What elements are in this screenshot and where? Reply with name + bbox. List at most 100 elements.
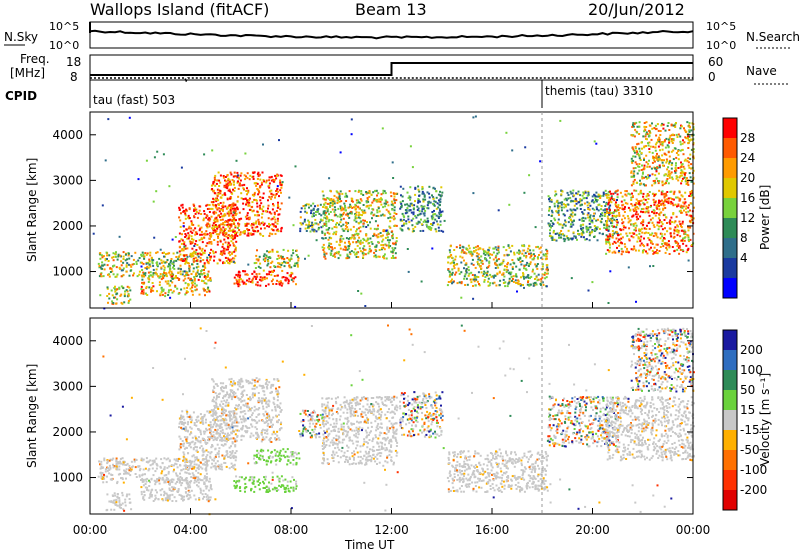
echo-cell-316 bbox=[122, 508, 125, 511]
echo-cell-1538 bbox=[269, 250, 272, 253]
echo-cell-235 bbox=[129, 269, 132, 272]
echo-cell-265 bbox=[125, 468, 128, 471]
echo-cell-3636 bbox=[651, 243, 654, 245]
echo-cell-2843 bbox=[508, 253, 510, 256]
echo-cell-1325 bbox=[239, 179, 242, 182]
echo-cell-3830 bbox=[609, 198, 612, 201]
echo-cell-3871 bbox=[675, 241, 678, 243]
echo-cell-631 bbox=[184, 210, 187, 213]
echo-cell-3412 bbox=[663, 219, 666, 221]
echo-cell-2484 bbox=[399, 218, 402, 221]
echo-cell-1949 bbox=[365, 200, 368, 203]
echo-cell-2286 bbox=[416, 205, 419, 208]
echo-cell-1097 bbox=[259, 233, 262, 236]
echo-cell-27 bbox=[103, 477, 106, 480]
echo-cell-3859 bbox=[661, 190, 664, 193]
echo-cell-247 bbox=[100, 473, 103, 476]
echo-cell-1713 bbox=[382, 244, 385, 246]
echo-cell-2893 bbox=[525, 276, 527, 279]
echo-cell-926 bbox=[274, 194, 277, 197]
echo-cell-1189 bbox=[221, 229, 224, 232]
echo-cell-1722 bbox=[375, 189, 378, 192]
echo-cell-1185 bbox=[214, 206, 217, 209]
echo-cell-2245 bbox=[382, 255, 385, 257]
echo-cell-3472 bbox=[689, 195, 692, 198]
echo-cell-4487 bbox=[193, 245, 196, 247]
echo-cell-2433 bbox=[399, 227, 402, 230]
echo-cell-1496 bbox=[259, 276, 262, 279]
echo-cell-2998 bbox=[572, 223, 575, 226]
echo-cell-2656 bbox=[494, 274, 497, 277]
echo-cell-2897 bbox=[496, 273, 499, 276]
echo-cell-4383 bbox=[497, 209, 500, 212]
echo-cell-2121 bbox=[346, 257, 349, 260]
echo-cell-3028 bbox=[575, 200, 578, 202]
echo-cell-1193 bbox=[276, 173, 279, 176]
echo-cell-2863 bbox=[489, 273, 492, 276]
echo-cell-2879 bbox=[522, 284, 524, 286]
echo-cell-4240 bbox=[638, 133, 641, 135]
echo-cell-1651 bbox=[305, 211, 308, 214]
echo-cell-3599 bbox=[614, 203, 617, 206]
echo-cell-525 bbox=[167, 280, 170, 283]
echo-cell-1008 bbox=[278, 195, 280, 198]
echo-cell-3615 bbox=[667, 240, 670, 243]
echo-cell-1368 bbox=[215, 198, 218, 201]
echo-cell-2059 bbox=[339, 254, 342, 257]
echo-cell-205 bbox=[107, 467, 109, 470]
echo-cell-4369 bbox=[634, 155, 637, 158]
echo-cell-4470 bbox=[593, 140, 596, 143]
echo-cell-3277 bbox=[600, 208, 603, 211]
echo-cell-423 bbox=[167, 494, 170, 497]
echo-cell-4334 bbox=[653, 179, 656, 182]
echo-cell-3043 bbox=[558, 236, 560, 239]
echo-cell-2997 bbox=[572, 231, 575, 234]
echo-cell-1890 bbox=[387, 204, 390, 207]
cpid-label: CPID bbox=[5, 89, 37, 103]
echo-cell-4329 bbox=[653, 127, 656, 129]
echo-cell-2749 bbox=[534, 278, 536, 280]
echo-cell-1159 bbox=[247, 201, 249, 204]
echo-cell-3728 bbox=[624, 190, 627, 193]
echo-cell-2419 bbox=[439, 204, 441, 207]
echo-cell-105 bbox=[188, 265, 191, 267]
echo-cell-223 bbox=[161, 462, 164, 464]
echo-cell-3905 bbox=[642, 207, 645, 210]
echo-cell-1939 bbox=[378, 198, 381, 201]
echo-cell-4372 bbox=[679, 175, 682, 178]
echo-cell-3756 bbox=[650, 246, 652, 249]
echo-cell-983 bbox=[265, 181, 268, 184]
echo-cell-2927 bbox=[473, 250, 476, 253]
echo-cell-1 bbox=[125, 264, 128, 267]
echo-cell-2335 bbox=[421, 210, 424, 213]
echo-cell-35 bbox=[184, 262, 187, 265]
echo-cell-3896 bbox=[685, 211, 688, 214]
echo-cell-1044 bbox=[234, 210, 237, 213]
echo-cell-1621 bbox=[309, 230, 312, 233]
echo-cell-2681 bbox=[515, 275, 518, 278]
echo-cell-4096 bbox=[647, 144, 650, 147]
echo-cell-396 bbox=[189, 486, 192, 489]
echo-cell-1480 bbox=[286, 277, 289, 280]
echo-cell-3132 bbox=[563, 206, 566, 209]
echo-cell-1075 bbox=[257, 190, 260, 193]
echo-cell-3039 bbox=[561, 233, 564, 236]
echo-cell-1290 bbox=[256, 188, 259, 190]
echo-cell-1801 bbox=[333, 206, 336, 209]
echo-cell-276 bbox=[101, 256, 104, 259]
echo-cell-820 bbox=[186, 237, 189, 240]
echo-cell-3673 bbox=[679, 248, 682, 251]
echo-cell-165 bbox=[196, 269, 199, 272]
echo-cell-420 bbox=[202, 287, 205, 290]
echo-cell-2373 bbox=[434, 187, 436, 190]
echo-cell-3391 bbox=[667, 243, 670, 246]
echo-cell-1071 bbox=[228, 180, 231, 183]
echo-cell-764 bbox=[206, 233, 209, 236]
echo-cell-3304 bbox=[581, 233, 584, 236]
echo-cell-2012 bbox=[356, 234, 359, 237]
echo-cell-2476 bbox=[420, 218, 422, 221]
echo-cell-907 bbox=[231, 203, 234, 206]
echo-cell-1614 bbox=[263, 259, 266, 262]
echo-cell-788 bbox=[223, 250, 226, 253]
echo-cell-2220 bbox=[328, 248, 331, 251]
